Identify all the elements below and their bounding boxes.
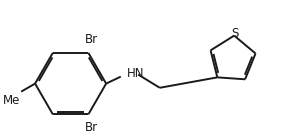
Text: S: S bbox=[231, 27, 239, 40]
Text: Br: Br bbox=[85, 121, 98, 134]
Text: HN: HN bbox=[127, 67, 145, 80]
Text: Br: Br bbox=[85, 33, 98, 46]
Text: Me: Me bbox=[3, 94, 20, 107]
